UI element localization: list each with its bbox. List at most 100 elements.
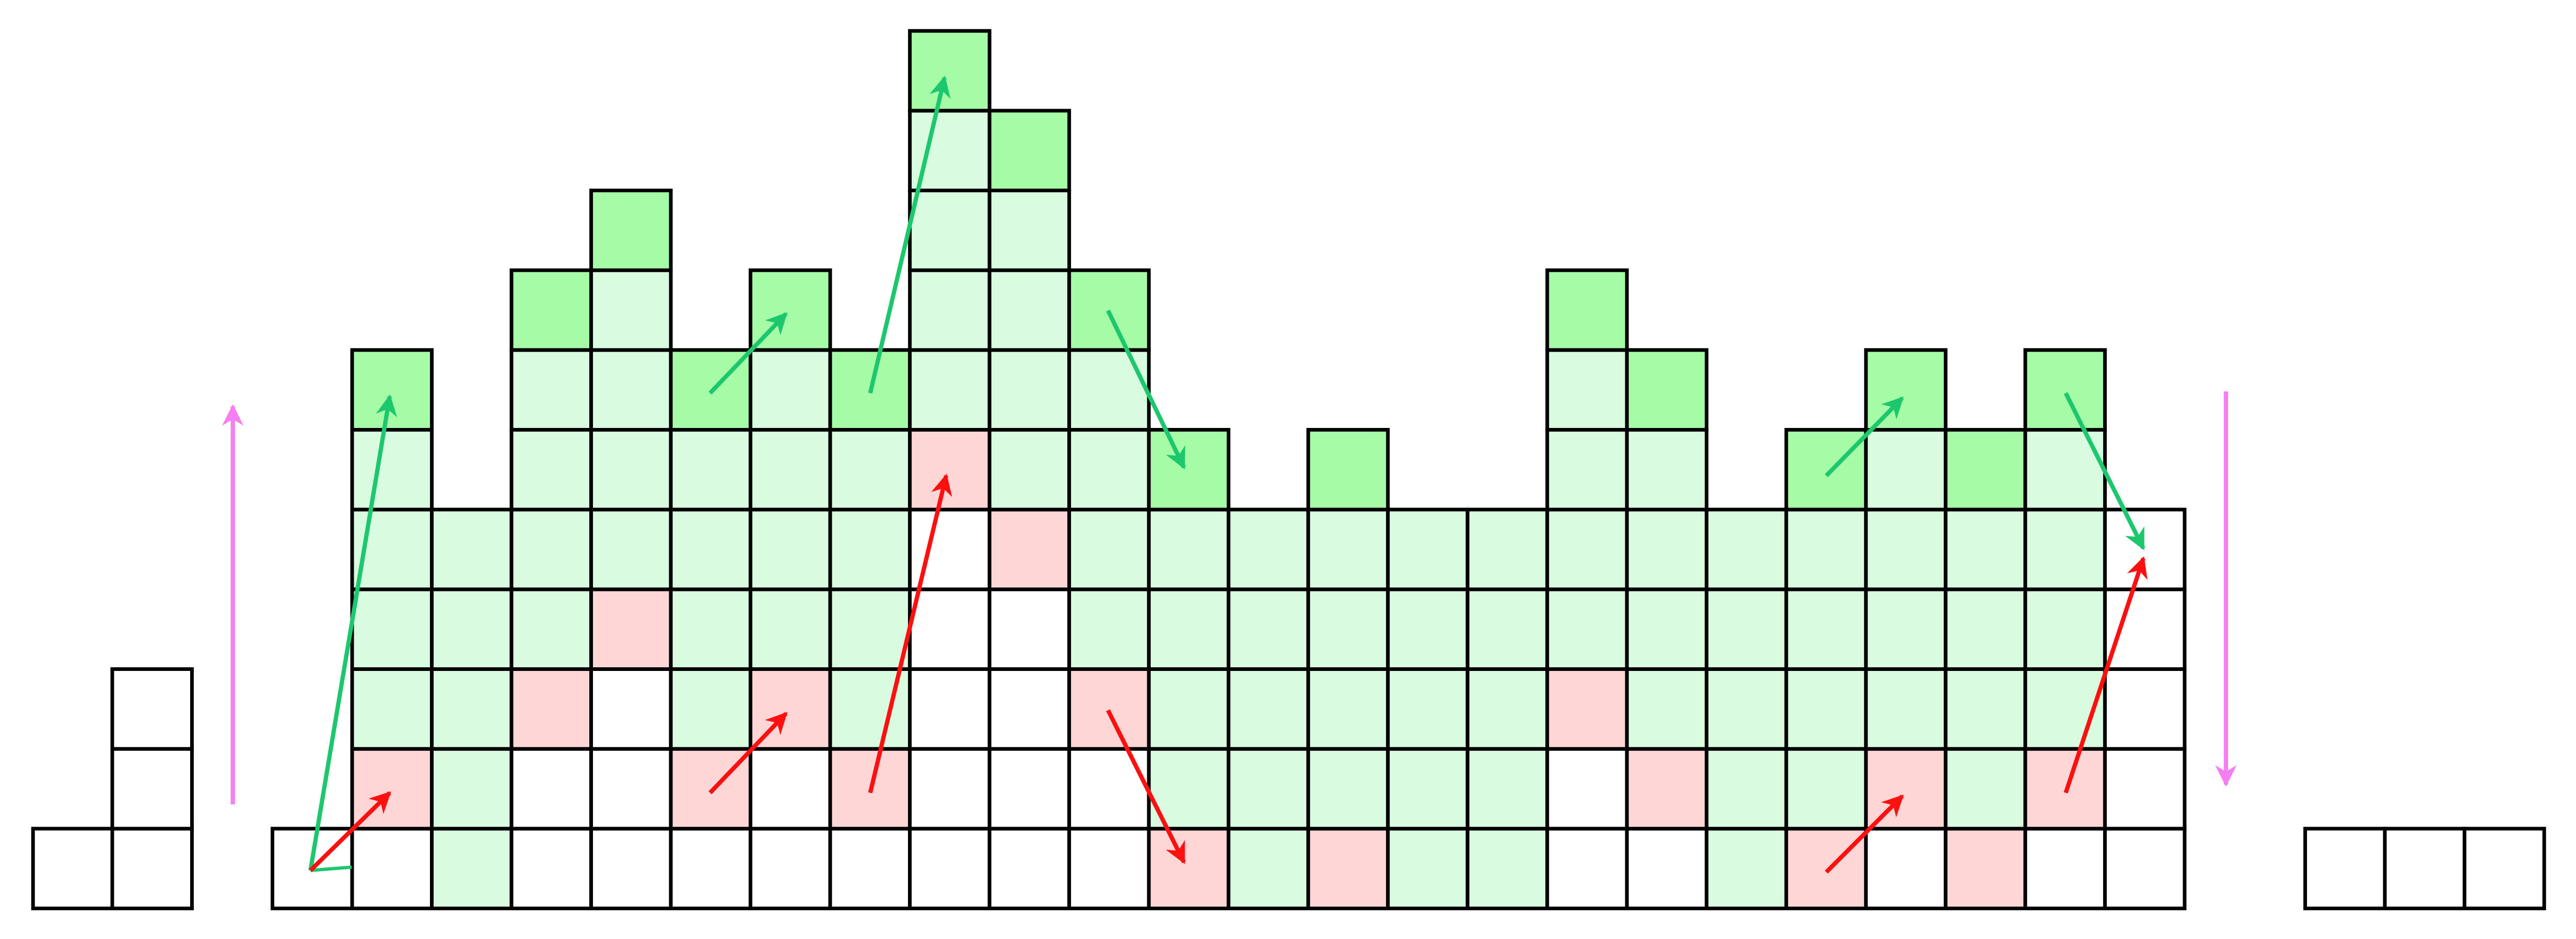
cell (1465, 587, 1549, 671)
cell (509, 507, 593, 592)
cell (1864, 827, 1948, 910)
arrow (308, 394, 398, 871)
cell (1625, 507, 1709, 592)
cell (589, 747, 673, 831)
cell (1625, 827, 1709, 910)
cell (1067, 348, 1151, 432)
arrow (1106, 309, 1186, 470)
cell (1545, 747, 1629, 831)
cell (1625, 348, 1709, 432)
cell (669, 587, 753, 671)
cell (1306, 507, 1390, 592)
cell (987, 747, 1071, 831)
cell (1784, 667, 1868, 751)
cell (1465, 507, 1549, 592)
cell (31, 827, 115, 910)
cell (749, 587, 832, 671)
cell (2023, 507, 2107, 592)
cell (749, 428, 832, 512)
cell (2023, 428, 2107, 512)
cell (1864, 587, 1948, 671)
cell (2023, 348, 2107, 432)
cell (1545, 428, 1629, 512)
cell (509, 587, 593, 671)
cell (2103, 667, 2187, 751)
cell (749, 348, 832, 432)
cell (1705, 827, 1788, 910)
cell (1465, 747, 1549, 831)
cell (669, 507, 753, 592)
cell (1386, 667, 1470, 751)
cell (1067, 268, 1151, 352)
cell (350, 827, 434, 910)
cell (1465, 827, 1549, 910)
cell (908, 188, 992, 272)
cell (1943, 667, 2027, 751)
cell (509, 747, 593, 831)
cell (430, 667, 514, 751)
cell (589, 428, 673, 512)
cell (1545, 348, 1629, 432)
cell (749, 827, 832, 910)
cell (987, 587, 1071, 671)
cell (589, 827, 673, 910)
cell (987, 507, 1071, 592)
cell (749, 747, 832, 831)
cell (1227, 747, 1310, 831)
cell (1067, 667, 1151, 751)
cell (509, 348, 593, 432)
cell (1864, 507, 1948, 592)
cell (1545, 268, 1629, 352)
cell (987, 827, 1071, 910)
cell (1227, 827, 1310, 910)
cell (1386, 507, 1470, 592)
cell (1386, 587, 1470, 671)
cell (987, 428, 1071, 512)
cell (1943, 507, 2027, 592)
cell (589, 507, 673, 592)
cell (1943, 827, 2027, 910)
cell (669, 428, 753, 512)
cell (1227, 587, 1310, 671)
cell (1545, 507, 1629, 592)
cell (987, 188, 1071, 272)
cell (1306, 827, 1390, 910)
cell (1227, 507, 1310, 592)
grid (31, 29, 2546, 910)
arrow (1825, 794, 1904, 874)
cell (2103, 827, 2187, 910)
cell (110, 667, 194, 751)
cell (350, 587, 434, 671)
cell (2023, 827, 2107, 910)
cell (908, 747, 992, 831)
cell (1306, 667, 1390, 751)
cell (430, 827, 514, 910)
cell (669, 827, 753, 910)
cell (908, 827, 992, 910)
cell (430, 507, 514, 592)
arrow (1825, 396, 1904, 478)
cell (908, 29, 992, 113)
cell (1306, 587, 1390, 671)
cell (1147, 667, 1231, 751)
cell (1227, 667, 1310, 751)
cell (589, 268, 673, 352)
cell (2463, 827, 2546, 910)
cell (430, 747, 514, 831)
cell (987, 109, 1071, 192)
cell (1705, 747, 1788, 831)
cell (1306, 747, 1390, 831)
cell (749, 507, 832, 592)
cell (1386, 827, 1470, 910)
cell (828, 827, 912, 910)
cell (1147, 507, 1231, 592)
cell (1625, 587, 1709, 671)
cell (2303, 827, 2387, 910)
cell (509, 428, 593, 512)
cell (2023, 587, 2107, 671)
cell (828, 507, 912, 592)
cell (1545, 587, 1629, 671)
cell (1545, 667, 1629, 751)
